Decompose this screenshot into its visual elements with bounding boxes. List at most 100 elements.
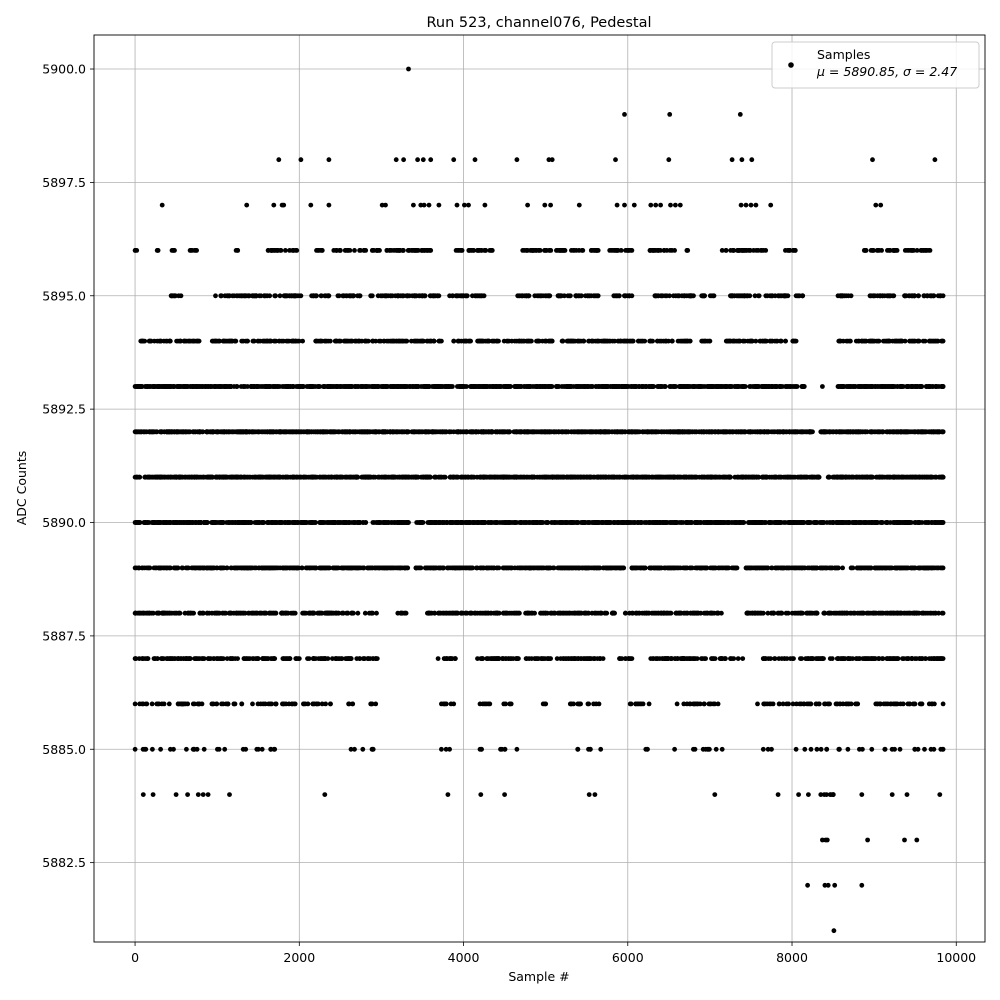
data-point xyxy=(643,520,649,525)
data-point xyxy=(317,565,322,571)
data-point xyxy=(436,610,442,616)
data-point xyxy=(194,474,200,480)
data-point xyxy=(824,520,830,525)
data-point xyxy=(753,520,759,525)
data-point xyxy=(685,520,690,525)
data-point xyxy=(177,610,183,616)
data-point xyxy=(930,474,935,480)
data-point xyxy=(828,565,833,571)
data-point xyxy=(232,565,238,571)
data-point xyxy=(136,656,142,661)
data-point xyxy=(492,656,497,661)
data-point xyxy=(684,474,689,480)
data-point xyxy=(556,565,562,571)
data-point xyxy=(455,520,461,525)
data-point xyxy=(904,474,909,480)
data-point xyxy=(813,656,819,661)
data-point xyxy=(481,520,487,525)
data-point xyxy=(199,701,205,707)
data-point xyxy=(156,565,162,571)
data-point xyxy=(310,701,316,707)
data-point xyxy=(646,701,652,707)
data-point xyxy=(825,474,831,480)
data-point xyxy=(917,474,922,480)
data-point xyxy=(324,565,329,571)
data-point xyxy=(819,520,825,525)
data-point xyxy=(780,701,786,707)
data-point xyxy=(542,474,548,480)
data-point xyxy=(906,610,912,616)
data-point xyxy=(172,474,178,480)
data-point xyxy=(491,610,497,616)
data-point xyxy=(563,610,568,616)
data-point xyxy=(336,656,341,661)
data-point xyxy=(928,746,934,752)
data-point xyxy=(349,565,355,571)
data-point xyxy=(822,701,827,707)
data-point xyxy=(940,474,946,480)
data-point xyxy=(837,610,843,616)
data-point xyxy=(893,610,899,616)
data-point xyxy=(348,474,354,480)
data-point xyxy=(146,474,152,480)
data-point xyxy=(902,837,907,843)
data-point xyxy=(493,520,499,525)
data-point xyxy=(878,610,884,616)
data-point xyxy=(735,656,741,661)
data-point xyxy=(317,610,322,616)
data-point xyxy=(694,565,700,571)
data-point xyxy=(521,520,527,525)
data-point xyxy=(345,610,351,616)
data-point xyxy=(690,610,696,616)
data-point xyxy=(432,520,438,525)
data-point xyxy=(500,610,506,616)
data-point xyxy=(314,701,320,707)
data-point xyxy=(438,565,443,571)
data-point xyxy=(584,656,590,661)
data-point xyxy=(588,656,594,661)
data-point xyxy=(447,520,452,525)
data-point xyxy=(805,882,810,888)
data-point xyxy=(871,610,877,616)
data-point xyxy=(242,474,247,480)
data-point xyxy=(451,610,457,616)
data-point xyxy=(879,565,884,571)
data-point xyxy=(642,565,648,571)
data-point xyxy=(480,656,485,661)
data-point xyxy=(928,610,934,616)
data-point xyxy=(873,656,878,661)
data-point xyxy=(201,746,207,752)
data-point xyxy=(575,520,581,525)
data-point xyxy=(621,565,627,571)
data-point xyxy=(361,474,366,480)
data-point xyxy=(720,474,726,480)
data-point xyxy=(229,520,235,525)
data-point xyxy=(672,746,677,752)
data-point xyxy=(659,610,664,616)
data-point xyxy=(577,565,582,571)
data-point xyxy=(480,565,485,571)
data-point xyxy=(826,701,831,707)
data-point xyxy=(354,565,359,571)
data-point xyxy=(631,474,637,480)
data-point xyxy=(560,565,565,571)
data-point xyxy=(243,746,249,752)
data-point xyxy=(192,701,197,707)
data-point xyxy=(272,565,278,571)
data-point xyxy=(268,656,274,661)
data-point xyxy=(928,656,934,661)
data-point xyxy=(232,656,238,661)
data-point xyxy=(268,746,274,752)
data-point xyxy=(391,565,397,571)
data-point xyxy=(386,565,392,571)
data-point xyxy=(419,520,425,525)
data-point xyxy=(200,792,206,797)
data-point xyxy=(258,701,264,707)
data-point xyxy=(272,474,278,480)
data-point xyxy=(654,565,660,571)
data-point xyxy=(281,701,287,707)
data-point xyxy=(816,474,822,480)
data-point xyxy=(864,610,870,616)
data-point xyxy=(192,656,198,661)
data-point xyxy=(682,565,688,571)
